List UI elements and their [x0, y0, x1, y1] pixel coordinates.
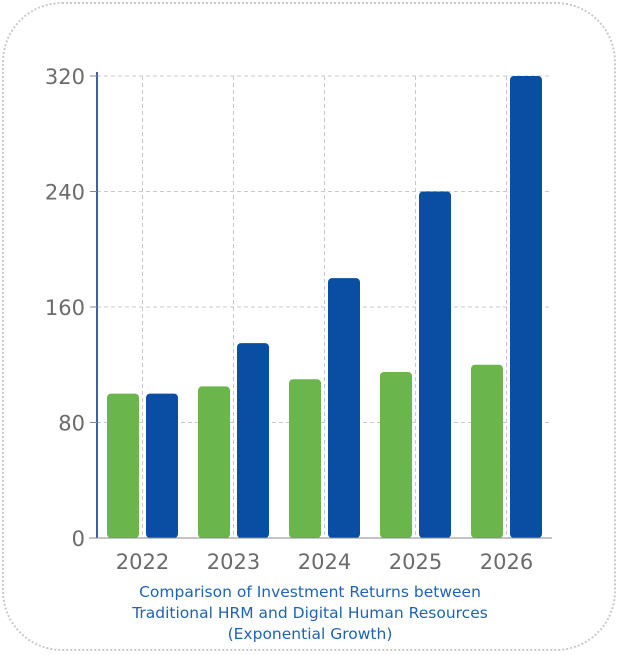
bar-series2-2026 [510, 76, 542, 538]
caption-line-1: Comparison of Investment Returns between [139, 583, 481, 601]
bar-series2-2024 [328, 278, 360, 538]
y-tick-label: 80 [58, 412, 85, 436]
y-tick-label: 240 [45, 181, 85, 205]
x-tick-label: 2022 [116, 550, 169, 574]
y-tick-label: 320 [45, 65, 85, 89]
bar-chart: 0 80 160 240 320 2022 2023 2024 2025 2026 [45, 65, 552, 574]
bar-series2-2022 [146, 393, 178, 538]
x-tick-label: 2023 [207, 550, 260, 574]
x-tick-labels: 2022 2023 2024 2025 2026 [116, 550, 533, 574]
x-tick-label: 2026 [480, 550, 533, 574]
bar-series2-2023 [237, 343, 269, 538]
caption-line-3: (Exponential Growth) [227, 625, 393, 643]
bar-series1-2024 [289, 379, 321, 538]
x-tick-label: 2024 [298, 550, 351, 574]
bar-series1-2023 [198, 386, 230, 538]
bar-series1-2025 [380, 371, 412, 538]
axes [89, 72, 552, 539]
y-tick-label: 0 [72, 527, 85, 551]
x-tick-label: 2025 [389, 550, 442, 574]
grid-lines [97, 75, 552, 538]
caption-line-2: Traditional HRM and Digital Human Resour… [132, 604, 488, 622]
bars [107, 76, 542, 538]
chart-caption: Comparison of Investment Returns between… [0, 582, 620, 645]
bar-series2-2025 [419, 191, 451, 538]
bar-series1-2026 [471, 364, 503, 538]
y-tick-label: 160 [45, 296, 85, 320]
y-tick-labels: 0 80 160 240 320 [45, 65, 85, 551]
bar-series1-2022 [107, 393, 139, 538]
